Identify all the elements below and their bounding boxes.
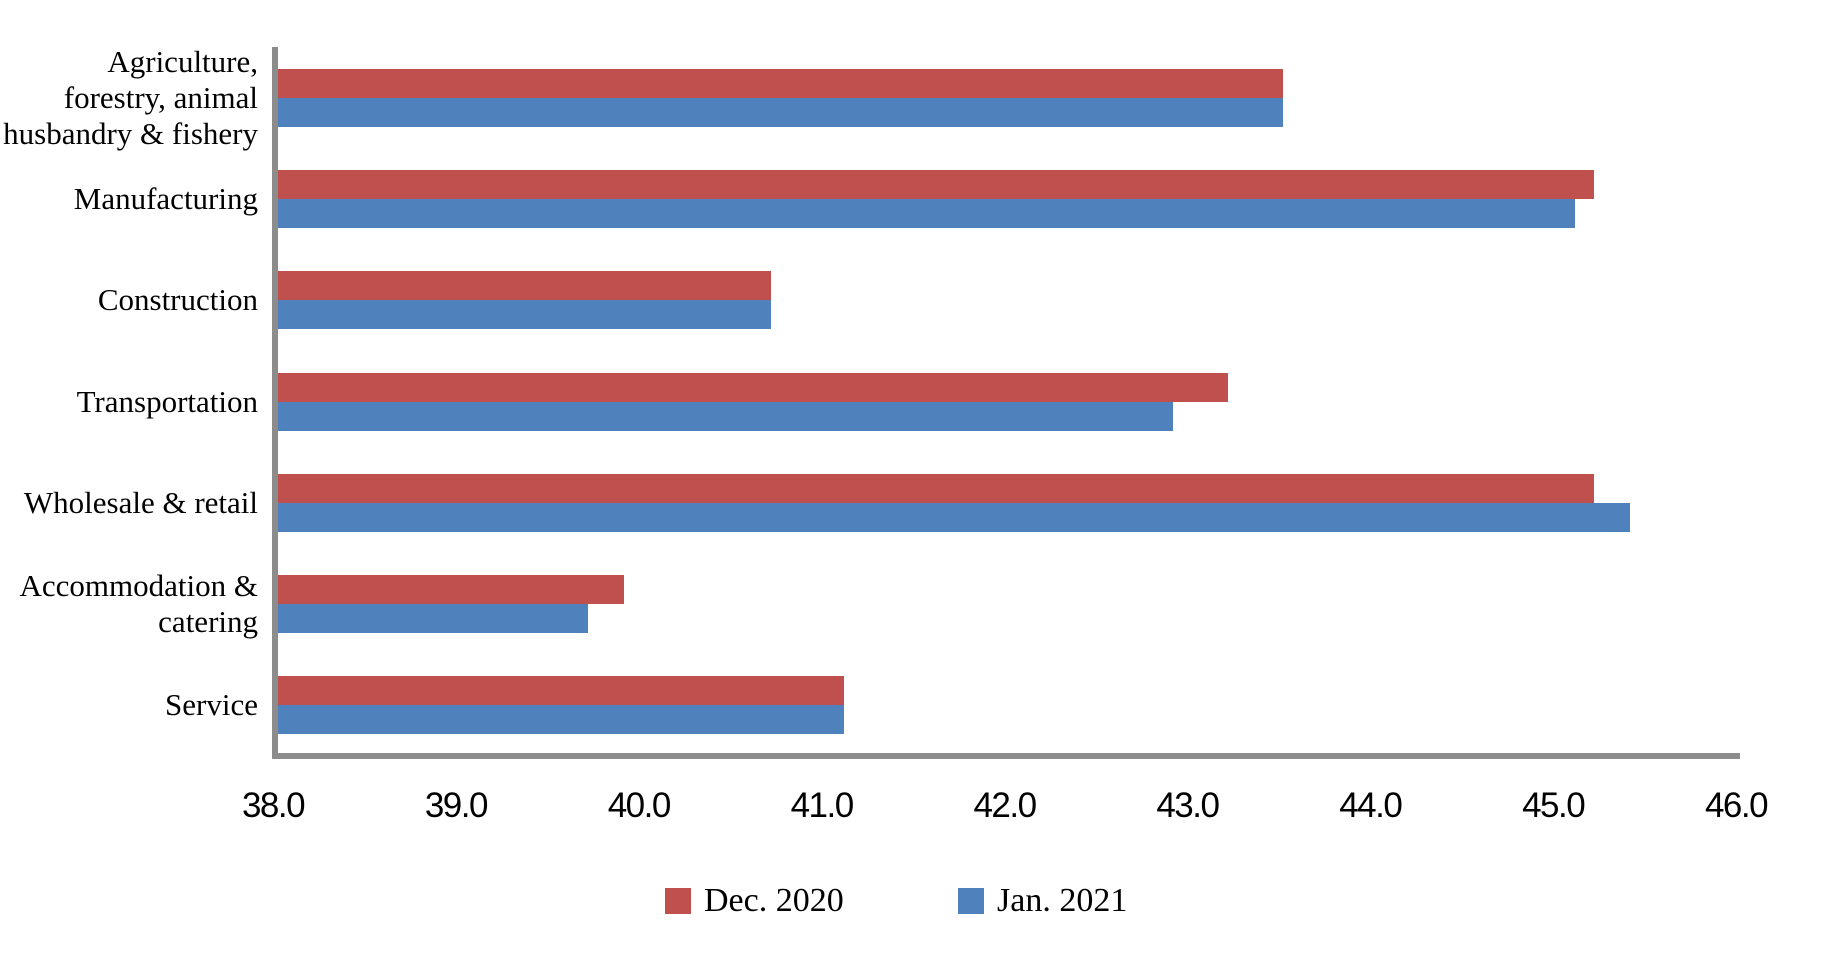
legend-item-jan-2021: Jan. 2021 [958,882,1128,919]
bar-series-1-cat-0 [277,97,1283,127]
bar-series-0-cat-6 [277,676,844,706]
legend-label-dec-2020: Dec. 2020 [704,882,844,919]
x-tick-label: 46.0 [1704,786,1769,825]
legend-swatch-jan-2021 [958,888,984,914]
x-tick-label: 39.0 [424,786,489,825]
x-tick-label: 45.0 [1522,786,1586,825]
bar-series-1-cat-1 [277,198,1576,228]
category-label: Agriculture, forestry, animal husbandry … [3,43,258,151]
bar-series-1-cat-6 [277,705,844,735]
x-tick-label: 38.0 [241,786,306,825]
x-axis-line [272,753,1740,759]
bar-series-0-cat-2 [277,271,771,301]
legend: Dec. 2020 Jan. 2021 [0,882,1827,924]
bar-series-1-cat-4 [277,502,1631,532]
bar-series-0-cat-1 [277,169,1594,199]
y-axis-line [272,47,278,759]
x-tick-label: 42.0 [973,786,1037,825]
category-label: Wholesale & retail [23,484,258,520]
x-tick-label: 41.0 [790,786,855,825]
category-label: Service [165,687,258,723]
bar-series-0-cat-3 [277,372,1228,402]
bar-series-1-cat-5 [277,604,588,634]
x-tick-label: 43.0 [1156,786,1220,825]
legend-item-dec-2020: Dec. 2020 [665,882,844,919]
bar-series-0-cat-0 [277,68,1283,98]
x-tick-label: 40.0 [607,786,672,825]
category-label: Transportation [76,383,258,419]
bar-series-0-cat-4 [277,473,1594,503]
bar-series-1-cat-2 [277,300,771,330]
bar-series-1-cat-3 [277,401,1174,431]
category-label: Manufacturing [73,180,258,216]
category-label: Accommodation & catering [19,568,258,640]
bar-series-0-cat-5 [277,575,625,605]
legend-label-jan-2021: Jan. 2021 [997,882,1128,919]
x-tick-label: 44.0 [1339,786,1403,825]
legend-swatch-dec-2020 [665,888,691,914]
category-label: Construction [97,282,258,318]
